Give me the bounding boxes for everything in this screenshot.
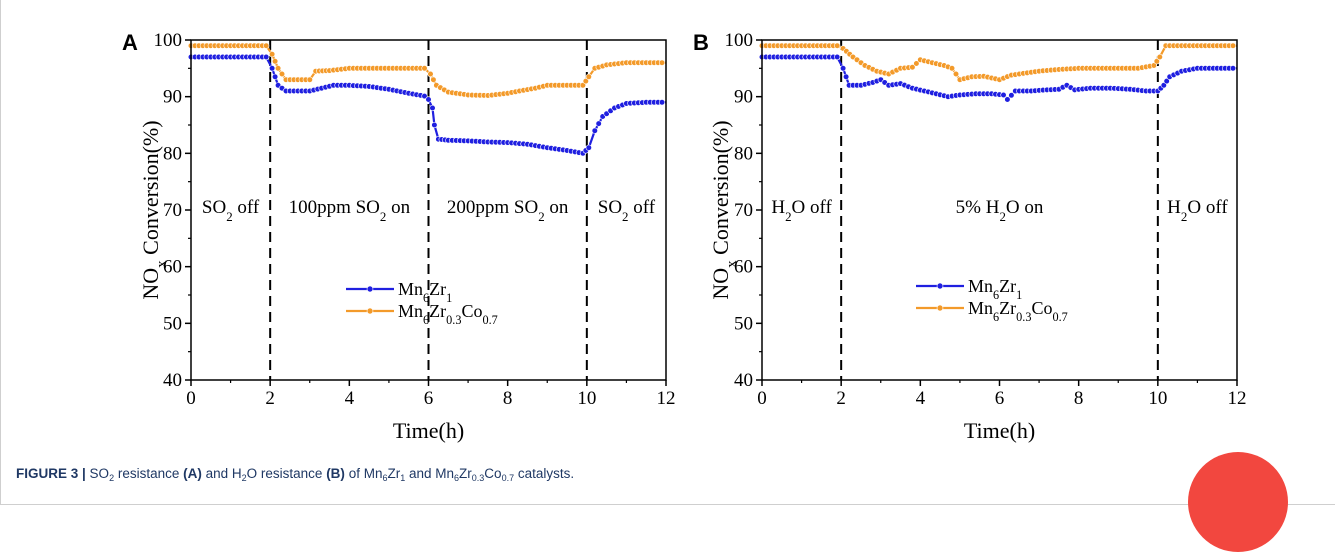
- series-marker: [913, 60, 920, 67]
- series-marker: [1008, 92, 1015, 99]
- legend-label: Mn6Zr0.3Co0.7: [398, 301, 498, 327]
- series-marker: [1163, 77, 1170, 85]
- legend-swatch-marker: [936, 304, 944, 312]
- x-tick-label: 6: [995, 388, 1005, 409]
- region-label: H2O off: [771, 197, 832, 224]
- series-marker: [272, 58, 279, 65]
- legend-swatch-marker: [366, 285, 374, 293]
- y-tick-label: 60: [163, 257, 182, 278]
- series-marker: [834, 42, 841, 49]
- y-tick-label: 80: [734, 143, 753, 164]
- series-marker: [306, 76, 313, 83]
- chart-panel-b: B 0 2 4 6 8 10 12 40 50 60 70 80 90 100 Time(h) NOx Conv…: [693, 30, 1247, 443]
- series-marker: [1229, 42, 1237, 49]
- x-axis-label: Time(h): [964, 418, 1035, 443]
- x-tick-label: 8: [503, 388, 513, 409]
- series-marker: [948, 65, 956, 72]
- series-marker: [658, 99, 666, 106]
- x-tick-label: 2: [265, 388, 275, 409]
- series-marker: [269, 65, 276, 72]
- series-marker: [842, 73, 850, 80]
- legend-swatch-marker: [366, 307, 374, 315]
- series-marker: [263, 53, 270, 61]
- series-marker: [909, 64, 916, 71]
- series-marker: [1153, 58, 1160, 65]
- legend-label: Mn6Zr1: [398, 279, 452, 305]
- y-tick-label: 90: [163, 87, 182, 108]
- series-marker: [421, 92, 428, 100]
- y-tick-label: 50: [734, 313, 753, 334]
- series-marker: [272, 73, 279, 80]
- series-marker: [1160, 82, 1167, 89]
- y-tick-label: 40: [734, 370, 753, 391]
- y-tick-label: 100: [154, 30, 183, 51]
- region-label: 100ppm SO2 on: [289, 197, 411, 224]
- y-tick-label: 60: [734, 257, 753, 278]
- series-marker: [595, 120, 602, 127]
- series-marker: [275, 65, 282, 72]
- series-marker: [585, 73, 592, 80]
- series-marker: [263, 42, 270, 49]
- x-axis-label: Time(h): [393, 418, 464, 443]
- x-tick-label: 12: [657, 388, 676, 409]
- panel-letter: B: [693, 30, 709, 55]
- figure-caption: FIGURE 3 | SO2 resistance (A) and H2O re…: [16, 466, 575, 483]
- x-tick-label: 10: [1148, 388, 1167, 409]
- legend-label: Mn6Zr0.3Co0.7: [968, 298, 1068, 324]
- legend-swatch-marker: [936, 282, 944, 290]
- x-tick-label: 4: [916, 388, 926, 409]
- y-tick-label: 80: [163, 143, 182, 164]
- series-marker: [1150, 62, 1157, 69]
- series-marker: [591, 127, 598, 134]
- figure-frame: [0, 0, 1335, 505]
- series-line: [762, 44, 1237, 81]
- x-tick-label: 2: [836, 388, 846, 409]
- y-tick-label: 50: [163, 313, 182, 334]
- x-tick-label: 8: [1074, 388, 1084, 409]
- legend-label: Mn6Zr1: [968, 276, 1022, 302]
- y-tick-label: 70: [163, 200, 182, 221]
- x-tick-label: 0: [757, 388, 767, 409]
- series-marker: [839, 65, 847, 72]
- series-marker: [834, 53, 841, 61]
- y-tick-label: 40: [163, 370, 182, 391]
- x-tick-label: 12: [1228, 388, 1247, 409]
- y-tick-label: 100: [725, 30, 754, 51]
- x-tick-label: 4: [345, 388, 355, 409]
- y-axis-label: NOx Conversion(%): [708, 120, 740, 299]
- series-marker: [1000, 91, 1007, 99]
- brand-badge: [1188, 452, 1288, 552]
- series-marker: [1004, 96, 1011, 103]
- series-marker: [425, 96, 432, 103]
- region-label: 5% H2O on: [956, 197, 1044, 224]
- series-marker: [427, 70, 434, 78]
- y-tick-label: 90: [734, 87, 753, 108]
- series-marker: [585, 144, 592, 151]
- region-label: H2O off: [1167, 197, 1228, 224]
- series-marker: [658, 59, 666, 66]
- series-marker: [952, 70, 960, 78]
- x-tick-label: 10: [577, 388, 596, 409]
- series-marker: [1156, 53, 1163, 61]
- series-marker: [430, 76, 437, 83]
- series-marker: [582, 77, 589, 85]
- x-tick-label: 6: [424, 388, 434, 409]
- y-axis-label: NOx Conversion(%): [138, 120, 170, 299]
- region-label: SO2 off: [202, 197, 260, 224]
- series-marker: [579, 82, 587, 89]
- series-marker: [278, 70, 286, 78]
- series-marker: [269, 51, 276, 58]
- series-marker: [421, 65, 428, 72]
- region-label: SO2 off: [598, 197, 656, 224]
- series-marker: [431, 121, 438, 129]
- chart-panel-a: A 0 2 4 6 8 10 12 40 50 60 70 80 90 100 Time(h) NOx Conv…: [122, 30, 676, 443]
- y-tick-label: 70: [734, 200, 753, 221]
- series-marker: [429, 104, 436, 112]
- panel-letter: A: [122, 30, 138, 55]
- region-label: 200ppm SO2 on: [447, 197, 569, 224]
- series-marker: [1229, 65, 1237, 72]
- x-tick-label: 0: [186, 388, 196, 409]
